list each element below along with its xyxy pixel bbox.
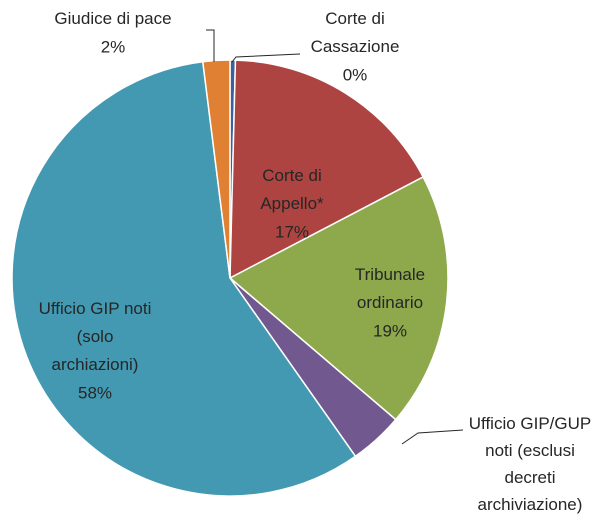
label-line: archiazioni) bbox=[52, 355, 139, 374]
leader-line bbox=[401, 429, 464, 445]
pie-slice bbox=[201, 59, 231, 279]
leader-line bbox=[231, 53, 301, 63]
slice-label: Tribunale ordinario bbox=[355, 265, 425, 312]
value-label: 0% bbox=[343, 65, 368, 84]
label-line: archiviazione) bbox=[478, 495, 583, 514]
label-line: noti (esclusi bbox=[485, 441, 575, 460]
pie-slice bbox=[229, 59, 425, 280]
value-label: 19% bbox=[373, 321, 407, 340]
label-line: Tribunale bbox=[355, 265, 425, 284]
leader-line bbox=[206, 29, 215, 62]
label-line: Cassazione bbox=[311, 37, 400, 56]
value-label: 2% bbox=[101, 37, 126, 56]
slice-label: Ufficio GIP noti (solo archiazioni) bbox=[39, 299, 152, 374]
label-line: decreti bbox=[504, 468, 555, 487]
label-line: Ufficio GIP/GUP bbox=[469, 414, 592, 433]
label-line: (solo bbox=[77, 327, 114, 346]
label-line: Ufficio GIP noti bbox=[39, 299, 152, 318]
slice-label: Ufficio GIP/GUP noti (esclusi decreti archi… bbox=[469, 414, 592, 514]
slice-label: Corte di Appello* bbox=[260, 166, 324, 213]
label-line: Giudice di pace bbox=[54, 9, 171, 28]
value-label: 17% bbox=[275, 222, 309, 241]
slice-label: Corte di Cassazione bbox=[311, 9, 400, 56]
label-line: Corte di bbox=[325, 9, 385, 28]
label-line: Appello* bbox=[260, 194, 324, 213]
label-line: ordinario bbox=[357, 293, 423, 312]
pie-slice bbox=[228, 175, 449, 421]
value-label: 58% bbox=[78, 383, 112, 402]
label-line: Corte di bbox=[262, 166, 322, 185]
pie-slice bbox=[11, 60, 357, 497]
slice-label: Giudice di pace bbox=[54, 9, 171, 28]
